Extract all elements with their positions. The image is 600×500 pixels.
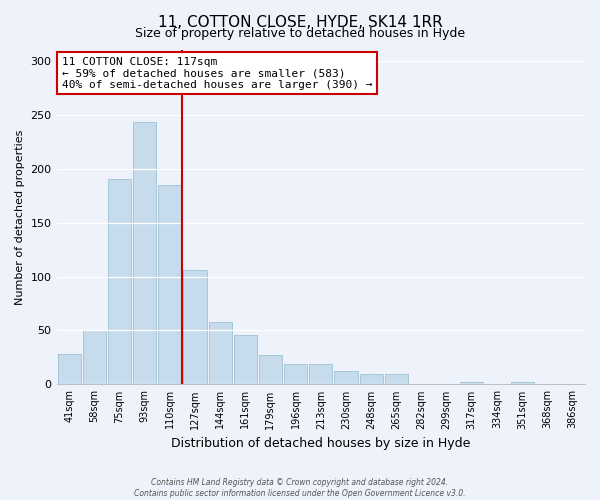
Bar: [234, 335, 257, 384]
Bar: [334, 372, 358, 384]
Bar: [209, 322, 232, 384]
Bar: [83, 330, 106, 384]
Bar: [133, 122, 156, 384]
Text: Contains HM Land Registry data © Crown copyright and database right 2024.
Contai: Contains HM Land Registry data © Crown c…: [134, 478, 466, 498]
Bar: [309, 364, 332, 384]
Bar: [284, 364, 307, 384]
Bar: [511, 382, 533, 384]
Y-axis label: Number of detached properties: Number of detached properties: [15, 130, 25, 305]
Bar: [359, 374, 383, 384]
Text: 11, COTTON CLOSE, HYDE, SK14 1RR: 11, COTTON CLOSE, HYDE, SK14 1RR: [158, 15, 442, 30]
Bar: [108, 180, 131, 384]
Bar: [184, 270, 206, 384]
Bar: [158, 185, 181, 384]
X-axis label: Distribution of detached houses by size in Hyde: Distribution of detached houses by size …: [171, 437, 470, 450]
Text: 11 COTTON CLOSE: 117sqm
← 59% of detached houses are smaller (583)
40% of semi-d: 11 COTTON CLOSE: 117sqm ← 59% of detache…: [62, 56, 373, 90]
Bar: [385, 374, 408, 384]
Bar: [259, 356, 282, 384]
Text: Size of property relative to detached houses in Hyde: Size of property relative to detached ho…: [135, 28, 465, 40]
Bar: [58, 354, 80, 384]
Bar: [460, 382, 484, 384]
